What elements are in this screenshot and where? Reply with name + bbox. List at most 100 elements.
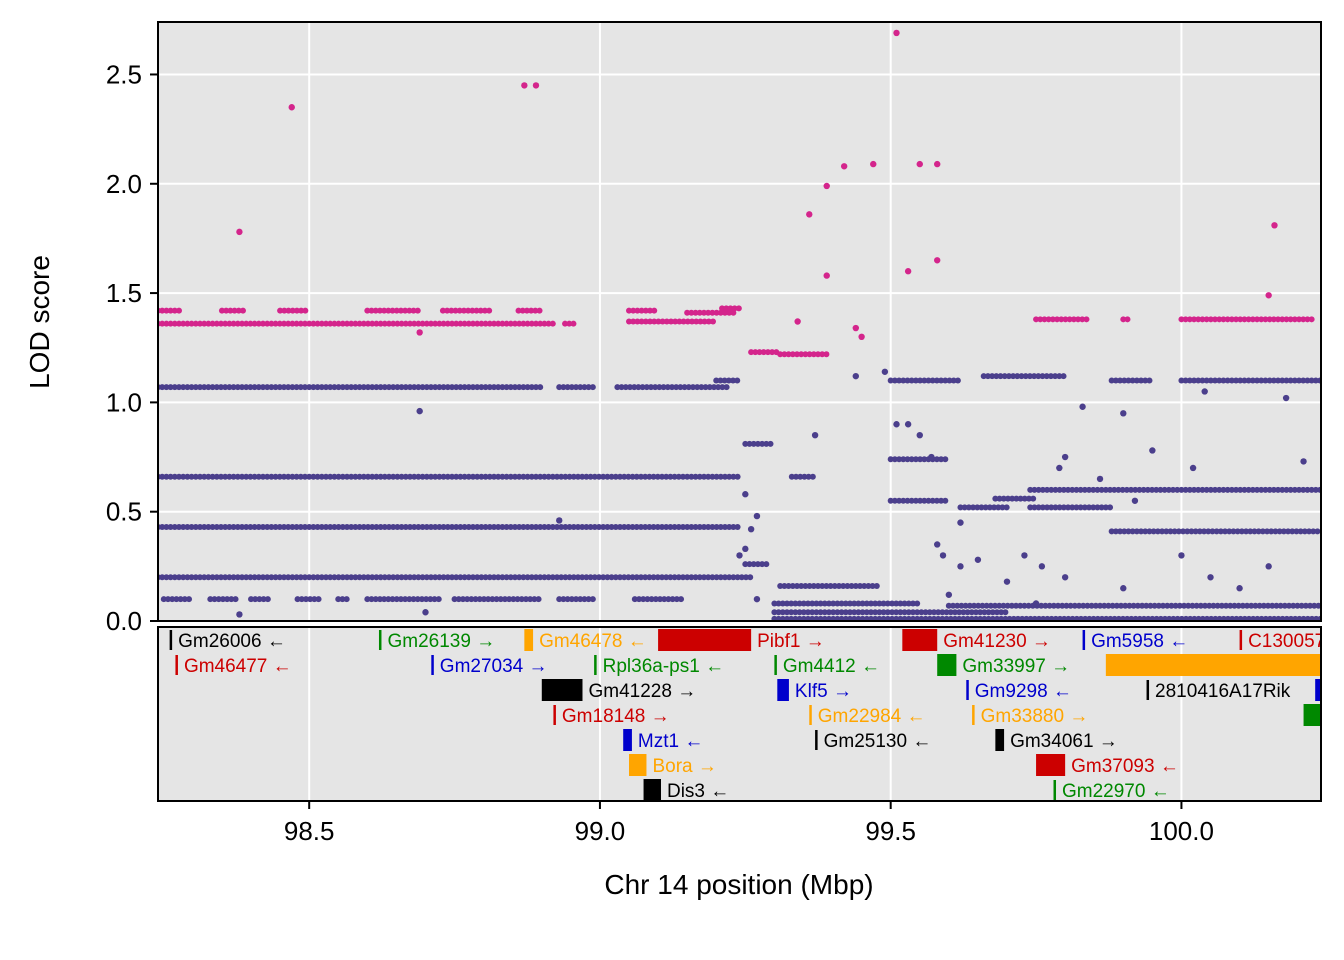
lod-point: [869, 583, 876, 590]
lod-point: [556, 384, 563, 391]
lod-point: [705, 523, 712, 530]
lod-point: [343, 596, 350, 603]
lod-point: [180, 384, 187, 391]
lod-point: [1039, 373, 1046, 380]
lod-point: [1178, 316, 1185, 323]
lod-point: [1108, 377, 1115, 384]
lod-point: [556, 517, 563, 524]
lod-point: [411, 574, 418, 581]
lod-point: [528, 320, 535, 327]
lod-point: [1142, 528, 1149, 535]
lod-point: [272, 523, 279, 530]
lod-point: [579, 523, 586, 530]
lod-point: [608, 574, 615, 581]
lod-point: [785, 583, 792, 590]
lod-point: [1213, 528, 1220, 535]
lod-point: [423, 574, 430, 581]
lod-point: [255, 473, 262, 480]
lod-point: [1220, 486, 1227, 493]
lod-point: [995, 504, 1002, 511]
lod-point: [314, 523, 321, 530]
lod-point: [209, 523, 216, 530]
lod-point: [646, 523, 653, 530]
lod-point: [942, 377, 949, 384]
lod-point: [192, 523, 199, 530]
lod-point: [385, 596, 392, 603]
lod-point: [635, 384, 642, 391]
lod-point: [493, 596, 500, 603]
lod-point: [1207, 574, 1214, 581]
lod-point: [373, 320, 380, 327]
lod-point: [323, 574, 329, 581]
lod-point: [667, 574, 674, 581]
lod-point: [285, 574, 292, 581]
lod-point: [1004, 495, 1011, 502]
lod-point: [612, 523, 619, 530]
lod-point: [933, 377, 940, 384]
x-tick-label: 98.5: [284, 816, 335, 846]
lod-point: [1244, 602, 1251, 609]
lod-point: [750, 440, 757, 447]
lod-point: [352, 320, 359, 327]
lod-point: [1083, 316, 1090, 323]
lod-point: [1124, 316, 1131, 323]
lod-point: [1312, 377, 1319, 384]
lod-point: [954, 377, 961, 384]
gene-label: Gm46478 ←: [539, 631, 647, 652]
lod-point: [549, 523, 556, 530]
lod-point: [365, 473, 371, 480]
lod-point: [646, 574, 653, 581]
gene-track: Gm26006 ←Gm46477 ←Gm26139 → Gm46478 ←Gm27…: [169, 629, 1321, 801]
lod-point: [478, 523, 485, 530]
lod-point: [1290, 602, 1297, 609]
lod-point: [394, 320, 401, 327]
lod-point: [810, 351, 817, 358]
lod-point: [423, 384, 430, 391]
lod-point: [537, 473, 544, 480]
lod-point: [528, 307, 535, 314]
lod-point: [163, 574, 170, 581]
lod-point: [1031, 373, 1038, 380]
lod-point: [692, 473, 699, 480]
x-tick-label: 99.5: [865, 816, 916, 846]
lod-point: [381, 574, 388, 581]
lod-point: [1146, 377, 1153, 384]
lod-point: [1230, 528, 1237, 535]
lod-point: [402, 320, 409, 327]
lod-point: [1248, 602, 1255, 609]
lod-point: [1050, 602, 1057, 609]
lod-point: [1181, 602, 1188, 609]
lod-point: [617, 574, 623, 581]
gene-box: [524, 629, 534, 651]
lod-point: [533, 523, 539, 530]
lod-point: [881, 368, 889, 375]
lod-point: [1157, 486, 1164, 493]
lod-point: [688, 473, 695, 480]
lod-point: [302, 523, 308, 530]
lod-point: [184, 320, 191, 327]
gene-box: [902, 629, 938, 651]
lod-point: [723, 384, 730, 391]
lod-point: [781, 351, 788, 358]
lod-point: [596, 473, 602, 480]
lod-point: [823, 351, 830, 358]
lod-point: [339, 574, 346, 581]
gene-box: [658, 629, 752, 651]
lod-point: [1310, 528, 1317, 535]
lod-point: [386, 384, 392, 391]
lod-point: [612, 473, 619, 480]
lod-point: [268, 320, 275, 327]
lod-point: [989, 373, 996, 380]
lod-point: [470, 384, 476, 391]
lod-point: [916, 431, 923, 439]
lod-point: [639, 384, 646, 391]
lod-point: [457, 523, 464, 530]
lod-point: [794, 318, 801, 325]
lod-point: [1067, 602, 1074, 609]
lod-point: [478, 574, 485, 581]
lod-point: [1149, 486, 1156, 493]
gene-box: [995, 729, 1005, 751]
lod-point: [201, 574, 208, 581]
lod-point: [717, 574, 724, 581]
